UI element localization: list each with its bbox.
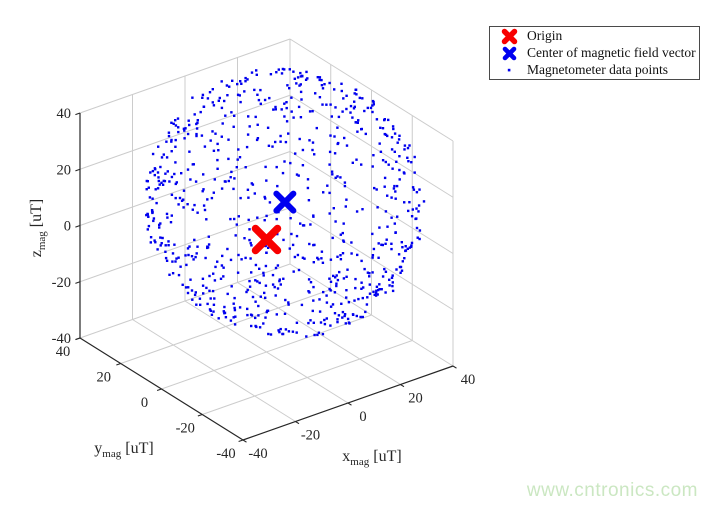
svg-text:-20: -20: [301, 428, 320, 444]
legend-label: Origin: [527, 28, 563, 43]
svg-text:40: 40: [56, 344, 71, 360]
svg-text:-40: -40: [216, 446, 235, 462]
svg-text:0: 0: [359, 409, 366, 425]
legend-item-origin: Origin: [490, 28, 699, 45]
origin-marker: [251, 224, 282, 255]
x-axis-var: x: [342, 448, 351, 465]
origin-x-marker-icon: [497, 28, 521, 45]
svg-text:-40: -40: [52, 331, 71, 347]
x-axis-unit: [uT]: [373, 448, 402, 465]
dot-marker-icon: [497, 66, 521, 74]
legend-item-field-center: Center of magnetic field vector: [490, 45, 699, 62]
svg-text:40: 40: [57, 106, 72, 122]
scatter-points: [145, 67, 426, 338]
legend-label: Center of magnetic field vector: [527, 45, 696, 60]
x-axis-label: xmag [uT]: [342, 448, 402, 469]
z-axis-sub: mag: [36, 231, 49, 251]
svg-text:0: 0: [64, 219, 71, 235]
y-axis-label: ymag [uT]: [94, 440, 154, 461]
z-axis-var: z: [28, 250, 45, 258]
field-center-marker: [273, 190, 297, 214]
y-axis-sub: mag: [102, 448, 122, 461]
legend-item-data-points: Magnetometer data points: [490, 62, 699, 79]
svg-text:20: 20: [97, 370, 112, 386]
legend-label: Magnetometer data points: [527, 62, 668, 77]
z-axis-unit: [uT]: [28, 198, 45, 228]
z-axis-label: zmag [uT]: [28, 198, 49, 258]
box-edges: [79, 38, 454, 367]
watermark-text: www.cntronics.com: [526, 480, 698, 501]
tick-marks: [75, 112, 457, 443]
svg-text:-20: -20: [52, 275, 71, 291]
y-axis-unit: [uT]: [125, 440, 154, 457]
center-x-marker-icon: [497, 46, 521, 61]
svg-text:40: 40: [461, 372, 476, 388]
svg-text:20: 20: [408, 391, 423, 407]
x-axis-sub: mag: [350, 456, 370, 469]
y-axis-var: y: [94, 440, 103, 457]
svg-text:0: 0: [141, 395, 148, 411]
svg-text:20: 20: [57, 162, 72, 178]
legend: Origin Center of magnetic field vector M…: [489, 26, 700, 80]
svg-text:-20: -20: [176, 421, 195, 437]
svg-text:-40: -40: [248, 446, 267, 462]
